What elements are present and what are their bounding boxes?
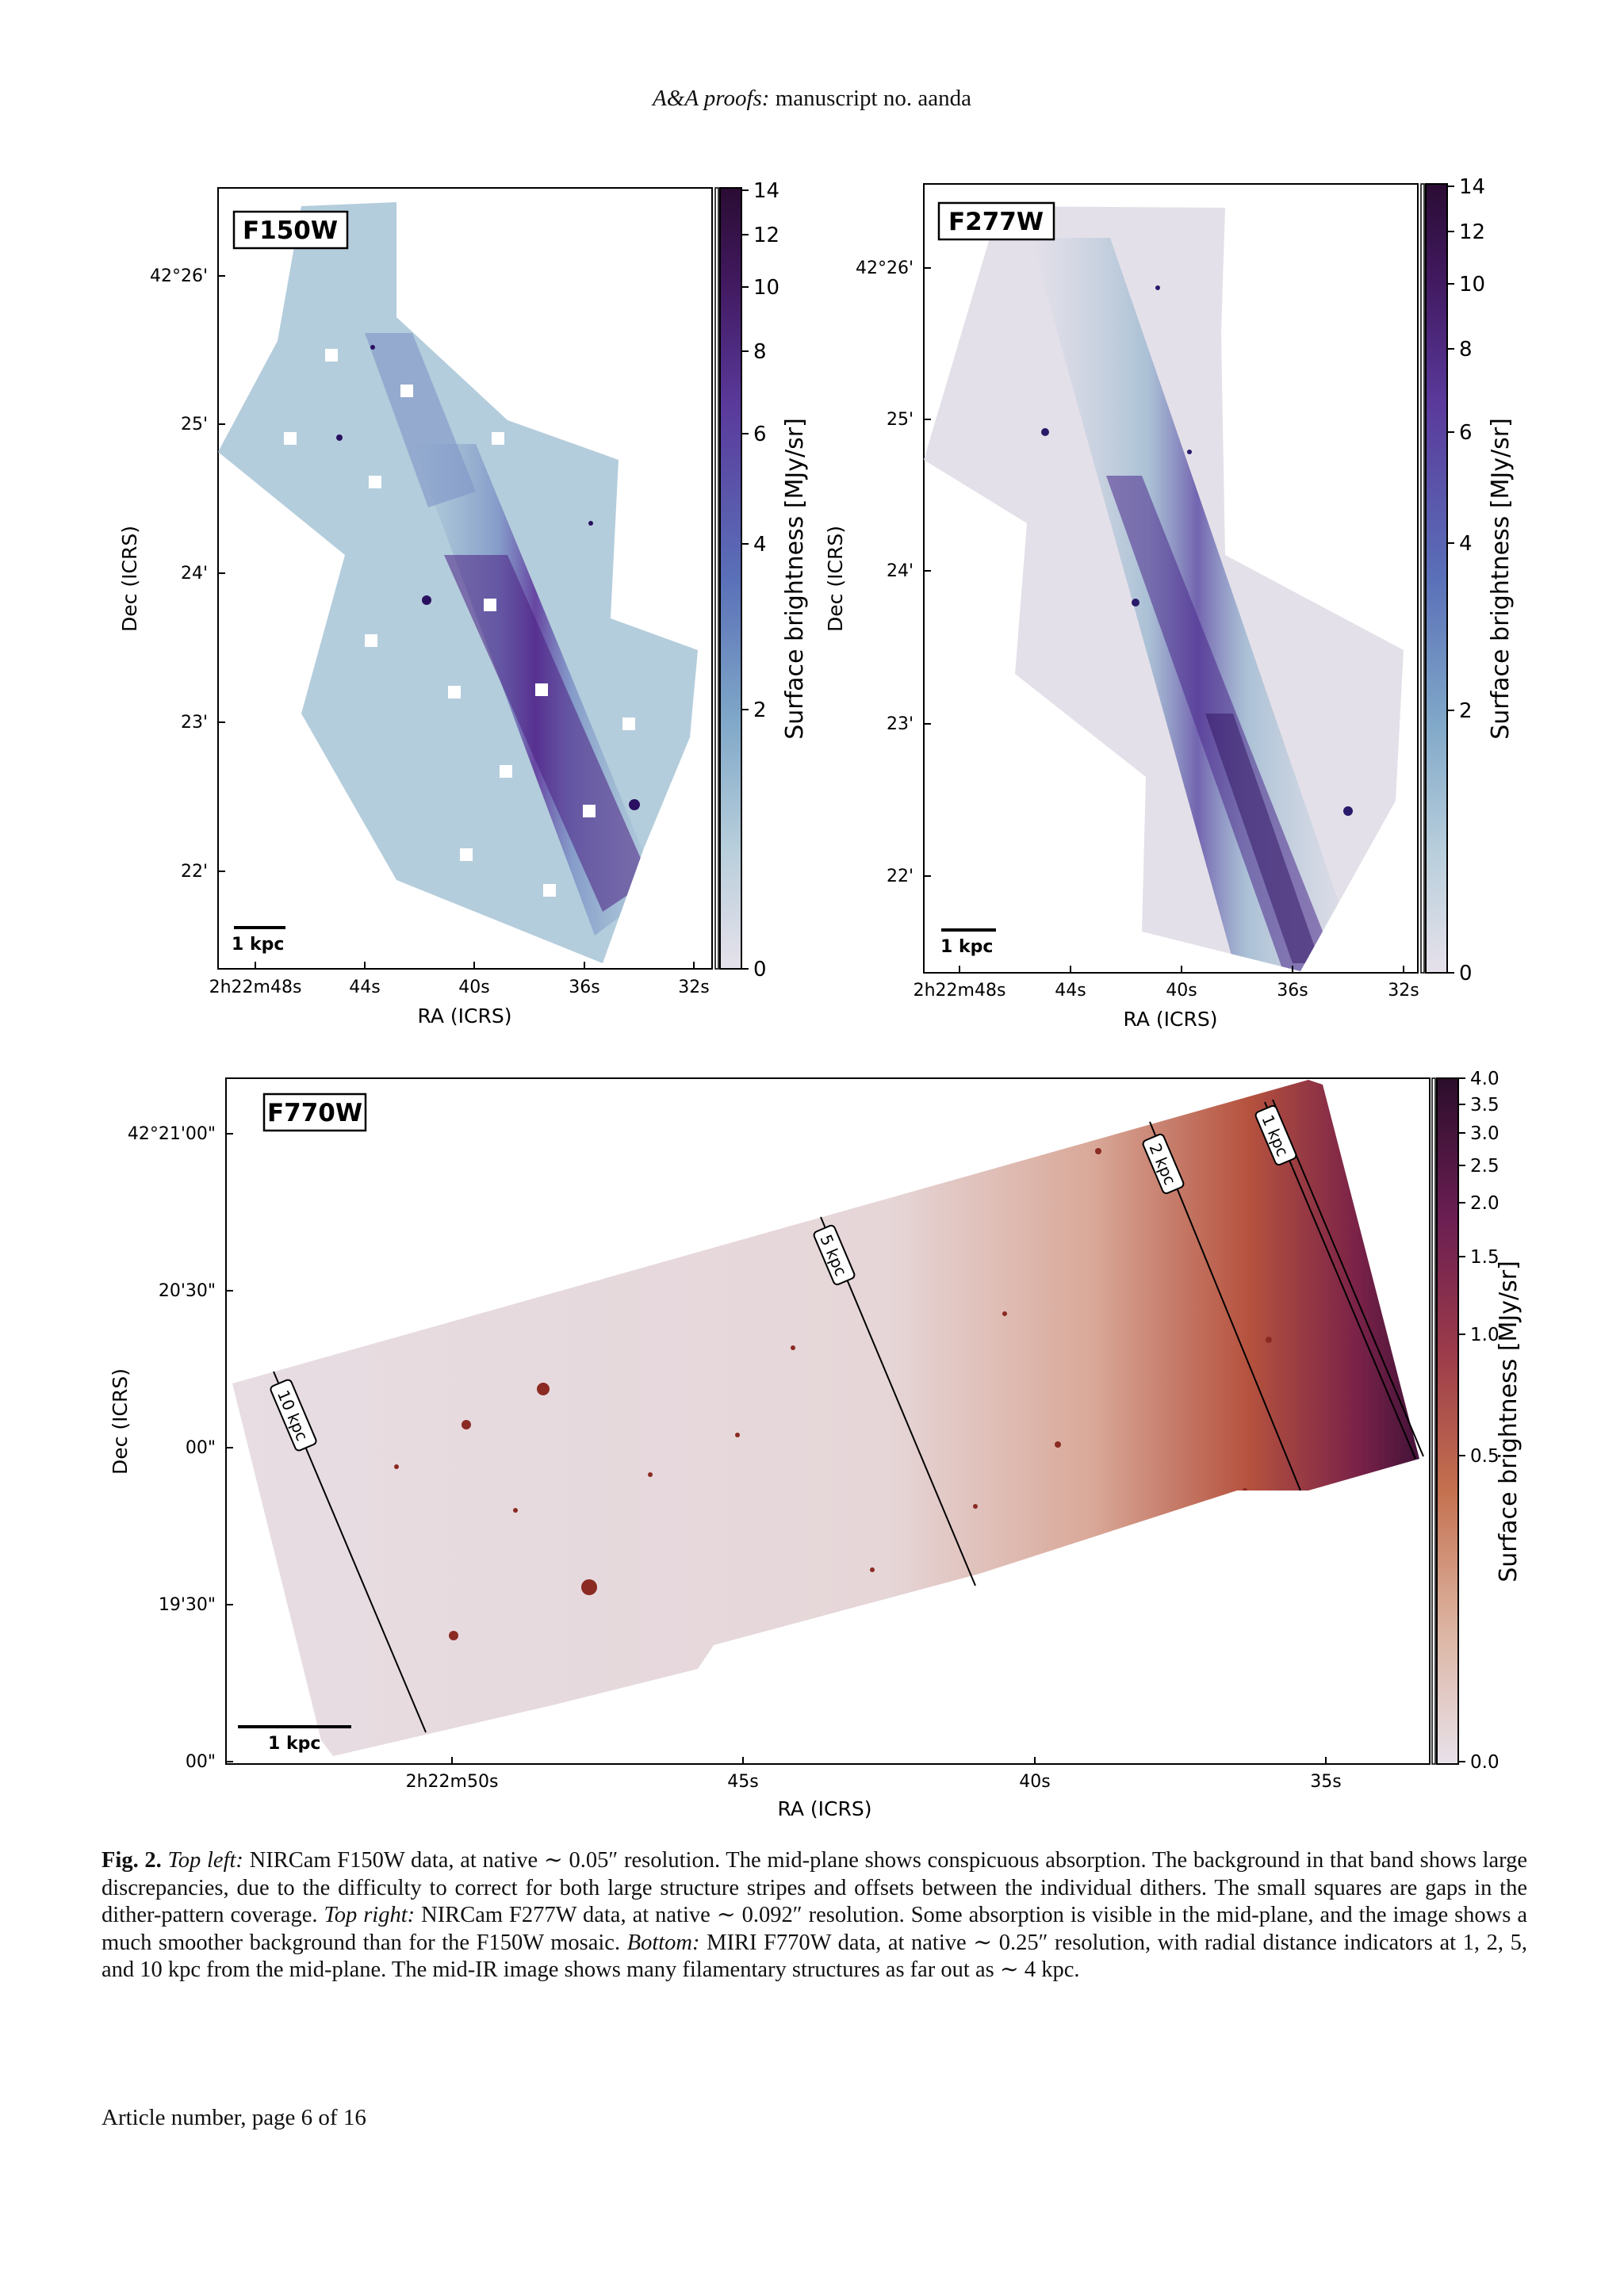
f150w-colorbar	[719, 187, 742, 970]
f150w-label-box	[232, 210, 349, 250]
f770w-xtick: 45s	[727, 1772, 758, 1792]
f150w-cbtick: 6	[753, 423, 767, 446]
f770w-xtick: 35s	[1310, 1772, 1341, 1792]
f150w-ytick: 42°26'	[150, 266, 208, 286]
f277w-cbtick: 12	[1459, 220, 1485, 244]
f150w-cbtick: 4	[753, 533, 767, 557]
f150w-cbtick: 8	[753, 340, 767, 364]
f277w-scalebar-label: 1 kpc	[940, 937, 993, 957]
f770w-cbtick: 0.0	[1470, 1752, 1500, 1773]
f150w-ytick: 23'	[181, 713, 208, 733]
running-header: A&A proofs: manuscript no. aanda	[0, 86, 1624, 112]
f770w-ytick: 00"	[186, 1752, 216, 1772]
f770w-scalebar-label: 1 kpc	[268, 1734, 320, 1754]
f150w-xtick: 2h22m48s	[209, 978, 302, 997]
panel-f150w: F150W 1 kpc 42°26' 25' 24' 23' 22' 2h22m…	[118, 179, 809, 1027]
f770w-cbtick: 1.5	[1470, 1247, 1500, 1268]
f770w-cbtick: 3.5	[1470, 1095, 1500, 1115]
f150w-cbtick: 0	[753, 958, 767, 982]
f770w-colorbar	[1436, 1077, 1459, 1765]
f277w-xtick: 32s	[1388, 981, 1419, 1001]
f770w-label-box	[262, 1093, 367, 1132]
f277w-label-box	[937, 201, 1055, 241]
f277w-ytick: 42°26'	[856, 258, 914, 278]
f277w-ylabel: Dec (ICRS)	[824, 526, 847, 632]
caption-panel2-text: NIRCam F277W data, at native ∼ 0.092″ re…	[102, 1903, 1527, 1955]
f770w-cbtick: 2.0	[1470, 1193, 1500, 1214]
panel-f277w: F277W 1 kpc 42°26' 25' 24' 23' 22' 2h22m…	[824, 175, 1515, 1031]
f277w-ytick: 22'	[887, 867, 914, 886]
f150w-ytick: 22'	[181, 862, 208, 882]
panel-f770w: 10 kpc 5 kpc 2 kpc 1 kpc F770W 1 kpc 42°…	[109, 1069, 1522, 1820]
caption-panel1-text: NIRCam F150W data, at native ∼ 0.05″ res…	[102, 1848, 1528, 1927]
f150w-xtick: 40s	[458, 978, 489, 997]
f770w-colorbar-label: Surface brightness [MJy/sr]	[1495, 1261, 1522, 1582]
f770w-cbtick: 3.0	[1470, 1123, 1500, 1144]
caption-panel3-text: MIRI F770W data, at native ∼ 0.25″ resol…	[102, 1930, 1527, 1983]
f277w-ytick: 23'	[887, 714, 914, 734]
caption-fig-label: Fig. 2.	[102, 1848, 162, 1873]
f770w-xlabel: RA (ICRS)	[778, 1797, 872, 1820]
f150w-cbtick: 10	[753, 276, 779, 300]
f277w-cbtick: 14	[1459, 175, 1485, 199]
f770w-ylabel: Dec (ICRS)	[109, 1368, 132, 1475]
caption-panel2-label: Top right:	[324, 1903, 416, 1927]
f770w-ytick: 42°21'00"	[128, 1124, 216, 1144]
f770w-cbtick: 1.0	[1470, 1325, 1500, 1345]
figure-caption: Fig. 2. Top left: NIRCam F150W data, at …	[102, 1847, 1527, 1984]
f150w-label: F150W	[243, 216, 338, 245]
f277w-ytick: 25'	[887, 410, 914, 430]
f277w-xtick: 2h22m48s	[914, 981, 1006, 1001]
f770w-ytick: 00"	[186, 1438, 216, 1458]
caption-panel3-label: Bottom:	[626, 1930, 700, 1955]
journal-name: A&A proofs:	[653, 86, 770, 111]
f770w-cbtick: 2.5	[1470, 1156, 1500, 1177]
f150w-cbtick: 12	[753, 224, 779, 247]
caption-panel1-label: Top left:	[167, 1848, 243, 1873]
f770w-xtick: 40s	[1019, 1772, 1050, 1792]
f770w-xtick: 2h22m50s	[406, 1772, 499, 1792]
f277w-ytick: 24'	[887, 561, 914, 581]
manuscript-id: manuscript no. aanda	[775, 86, 971, 111]
f277w-xtick: 40s	[1166, 981, 1197, 1001]
f150w-cbtick: 14	[753, 179, 779, 203]
f277w-cbtick: 6	[1459, 421, 1473, 445]
f150w-ylabel: Dec (ICRS)	[118, 526, 141, 632]
f150w-ytick: 24'	[181, 564, 208, 584]
f150w-scalebar-label: 1 kpc	[232, 935, 284, 955]
f770w-ytick: 19'30"	[159, 1595, 216, 1615]
f150w-xtick: 36s	[569, 978, 599, 997]
f277w-cbtick: 2	[1459, 699, 1473, 723]
f277w-cbtick: 10	[1459, 273, 1485, 297]
f277w-xtick: 36s	[1277, 981, 1308, 1001]
f770w-cbtick: 4.0	[1470, 1069, 1500, 1089]
f277w-cbtick: 4	[1459, 532, 1473, 556]
f277w-cbtick: 0	[1459, 962, 1473, 985]
f150w-xlabel: RA (ICRS)	[418, 1004, 512, 1027]
f770w-label: F770W	[267, 1099, 362, 1127]
f277w-colorbar	[1425, 183, 1448, 974]
f770w-cbtick: 0.5	[1470, 1446, 1500, 1467]
f277w-xtick: 44s	[1055, 981, 1086, 1001]
f277w-xlabel: RA (ICRS)	[1124, 1008, 1218, 1031]
f770w-ytick: 20'30"	[159, 1281, 216, 1301]
f150w-cbtick: 2	[753, 698, 767, 722]
distance-label-1kpc: 1 kpc	[1254, 1104, 1297, 1166]
f277w-colorbar-label: Surface brightness [MJy/sr]	[1487, 418, 1515, 740]
f277w-label: F277W	[948, 208, 1044, 236]
f150w-xtick: 32s	[678, 978, 709, 997]
page-footer: Article number, page 6 of 16	[102, 2105, 366, 2130]
f150w-colorbar-label: Surface brightness [MJy/sr]	[781, 418, 809, 740]
f277w-cbtick: 8	[1459, 338, 1473, 362]
f150w-xtick: 44s	[349, 978, 380, 997]
f150w-ytick: 25'	[181, 415, 208, 434]
